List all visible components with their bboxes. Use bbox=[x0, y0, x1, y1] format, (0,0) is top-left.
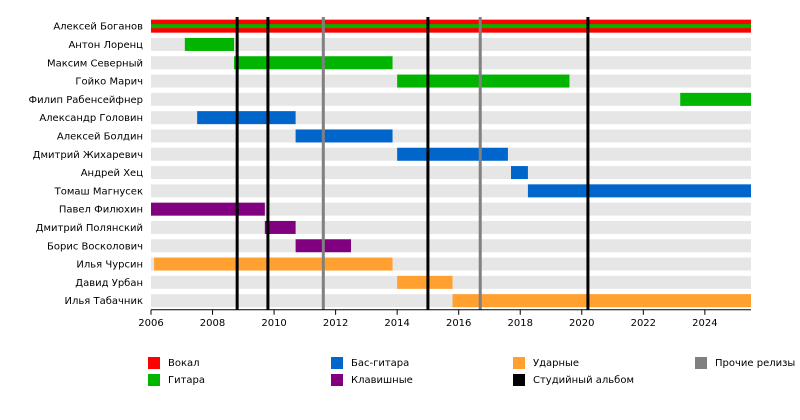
legend-item-album: Студийный альбом bbox=[513, 374, 634, 386]
row-background bbox=[151, 37, 751, 51]
x-tick-label: 2006 bbox=[138, 318, 163, 329]
legend-swatch bbox=[331, 374, 343, 386]
row-background bbox=[151, 166, 751, 180]
member-label: Дмитрий Полянский bbox=[36, 223, 143, 234]
member-label: Максим Северный bbox=[47, 58, 143, 69]
x-tick-label: 2008 bbox=[200, 318, 225, 329]
member-bar-bass bbox=[527, 184, 751, 198]
member-label: Андрей Хец bbox=[81, 168, 143, 179]
legend-label: Бас-гитара bbox=[351, 357, 410, 369]
member-label: Антон Лоренц bbox=[68, 40, 143, 51]
member-label: Алексей Болдин bbox=[57, 131, 143, 142]
member-bar-guitar bbox=[680, 92, 751, 106]
row-background bbox=[151, 220, 751, 234]
member-bar-bass bbox=[197, 111, 296, 125]
member-bar-bass bbox=[511, 166, 528, 180]
member-label: Давид Урбан bbox=[75, 278, 143, 289]
legend-label: Вокал bbox=[168, 357, 200, 369]
member-bar-keys bbox=[264, 220, 296, 234]
x-tick-label: 2012 bbox=[323, 318, 348, 329]
member-label: Алексей Боганов bbox=[53, 22, 143, 33]
legend-item-vocal: Вокал bbox=[148, 357, 200, 369]
member-label: Александр Головин bbox=[39, 113, 143, 124]
legend-item-other: Прочие релизы bbox=[695, 357, 795, 369]
row-background bbox=[151, 111, 751, 125]
legend-label: Прочие релизы bbox=[715, 357, 796, 369]
member-bar-guitar bbox=[397, 74, 570, 88]
legend-swatch bbox=[148, 357, 160, 369]
member-label: Павел Филюхин bbox=[59, 205, 143, 216]
legend-item-drums: Ударные bbox=[513, 357, 579, 369]
legend-label: Клавишные bbox=[351, 374, 413, 386]
member-bar-drums bbox=[154, 257, 393, 271]
legend-swatch bbox=[331, 357, 343, 369]
member-label: Дмитрий Жихаревич bbox=[33, 150, 143, 161]
x-tick-label: 2014 bbox=[384, 318, 409, 329]
x-tick-label: 2020 bbox=[569, 318, 594, 329]
member-bar-guitar bbox=[184, 37, 235, 51]
legend-swatch bbox=[513, 374, 525, 386]
member-bar-drums bbox=[397, 275, 453, 289]
legend-label: Студийный альбом bbox=[533, 374, 634, 386]
legend-item-bass: Бас-гитара bbox=[331, 357, 409, 369]
legend-item-guitar: Гитара bbox=[148, 374, 205, 386]
member-label: Гойко Марич bbox=[75, 77, 143, 88]
x-tick-label: 2022 bbox=[631, 318, 656, 329]
legend-item-keys: Клавишные bbox=[331, 374, 413, 386]
row-background bbox=[151, 92, 751, 106]
x-tick-label: 2016 bbox=[446, 318, 471, 329]
member-bar-bass bbox=[295, 129, 393, 143]
member-bar-guitar-stripe bbox=[151, 24, 751, 29]
x-tick-label: 2024 bbox=[692, 318, 717, 329]
member-label: Илья Табачник bbox=[65, 296, 143, 307]
member-label: Томаш Магнусек bbox=[54, 186, 143, 197]
legend-swatch bbox=[695, 357, 707, 369]
member-bar-drums bbox=[452, 294, 751, 308]
legend-label: Ударные bbox=[533, 357, 580, 369]
member-label: Филип Рабенсейфнер bbox=[29, 95, 143, 106]
legend-label: Гитара bbox=[168, 374, 206, 386]
row-background bbox=[151, 202, 751, 216]
x-tick-label: 2010 bbox=[261, 318, 286, 329]
member-label: Илья Чурсин bbox=[76, 260, 143, 271]
x-tick-label: 2018 bbox=[508, 318, 533, 329]
legend-swatch bbox=[513, 357, 525, 369]
member-label: Борис Восколович bbox=[47, 241, 143, 252]
legend-swatch bbox=[148, 374, 160, 386]
member-bar-guitar bbox=[234, 56, 393, 70]
